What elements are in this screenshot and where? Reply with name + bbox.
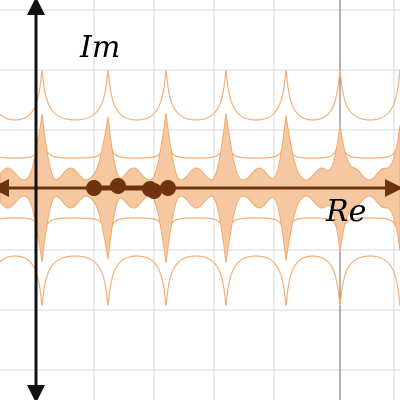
arch-curve [285, 255, 341, 307]
real-axis-label: Re [325, 194, 366, 229]
arch-curve [339, 255, 400, 307]
arch-curve [285, 69, 341, 121]
imaginary-axis-label: Im [79, 30, 120, 65]
real-points [86, 178, 176, 199]
point[interactable] [110, 178, 126, 194]
point[interactable] [146, 183, 162, 199]
arch-curve [41, 255, 109, 307]
arch-curve [107, 69, 167, 121]
arch-curve [165, 255, 227, 307]
arch-curve [107, 255, 167, 307]
point[interactable] [86, 180, 102, 196]
arch-curve [225, 69, 287, 121]
arch-curve [165, 69, 227, 121]
point[interactable] [160, 180, 176, 196]
arch-curve [339, 69, 400, 121]
arch-curve [225, 255, 287, 307]
arch-curve [41, 69, 109, 121]
